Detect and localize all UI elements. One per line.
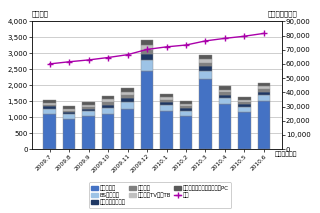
Bar <box>141 71 153 149</box>
Bar <box>238 102 251 104</box>
Bar <box>258 92 270 95</box>
Bar <box>219 86 231 89</box>
Bar <box>160 97 173 100</box>
Bar <box>102 96 115 99</box>
Text: （累計・千台）: （累計・千台） <box>268 10 298 17</box>
Bar <box>199 55 212 59</box>
Bar <box>219 92 231 95</box>
Bar <box>102 99 115 102</box>
Bar <box>82 105 95 107</box>
Bar <box>121 95 134 98</box>
Bar <box>43 114 56 149</box>
Bar <box>180 104 192 106</box>
Bar <box>180 101 192 104</box>
Bar <box>63 119 76 149</box>
Text: （千台）: （千台） <box>32 10 49 17</box>
Bar <box>82 102 95 105</box>
Bar <box>63 109 76 111</box>
Bar <box>102 108 115 114</box>
Bar <box>141 50 153 54</box>
Bar <box>219 89 231 92</box>
Bar <box>102 114 115 149</box>
Bar <box>63 112 76 114</box>
Bar <box>219 95 231 98</box>
Bar <box>102 102 115 105</box>
Legend: 薄型テレビ, BSレコーダ, デジタルレコーダ, チューナ, ケーブルTV録画TB, 地上デジタルチューナ内蔵PC, 累計: 薄型テレビ, BSレコーダ, デジタルレコーダ, チューナ, ケーブルTV録画T… <box>89 182 231 208</box>
Bar <box>219 104 231 149</box>
Bar <box>238 97 251 100</box>
Bar <box>82 111 95 115</box>
Bar <box>141 54 153 60</box>
Bar <box>160 100 173 102</box>
Bar <box>43 109 56 114</box>
Bar <box>238 112 251 149</box>
Bar <box>238 104 251 107</box>
Bar <box>180 111 192 115</box>
Bar <box>43 105 56 106</box>
Bar <box>258 89 270 92</box>
Bar <box>82 107 95 109</box>
Bar <box>82 109 95 111</box>
Bar <box>121 88 134 92</box>
Bar <box>199 63 212 66</box>
Bar <box>43 106 56 109</box>
Text: （単位：円）: （単位：円） <box>275 151 298 157</box>
Bar <box>258 86 270 89</box>
Bar <box>82 115 95 149</box>
Bar <box>160 105 173 111</box>
Bar <box>238 100 251 102</box>
Bar <box>141 40 153 45</box>
Bar <box>160 111 173 149</box>
Bar <box>102 105 115 108</box>
Bar <box>199 71 212 79</box>
Bar <box>238 107 251 112</box>
Bar <box>63 114 76 119</box>
Bar <box>121 102 134 109</box>
Bar <box>180 106 192 108</box>
Bar <box>258 95 270 101</box>
Bar <box>63 106 76 109</box>
Bar <box>160 94 173 97</box>
Bar <box>219 98 231 104</box>
Bar <box>199 79 212 149</box>
Bar <box>63 111 76 112</box>
Bar <box>43 103 56 105</box>
Bar <box>43 100 56 103</box>
Bar <box>258 83 270 86</box>
Bar <box>258 101 270 149</box>
Bar <box>121 98 134 102</box>
Bar <box>199 59 212 63</box>
Bar <box>121 109 134 149</box>
Bar <box>199 66 212 71</box>
Bar <box>141 60 153 71</box>
Bar <box>180 115 192 149</box>
Bar <box>160 102 173 105</box>
Bar <box>141 45 153 50</box>
Bar <box>180 108 192 111</box>
Bar <box>121 92 134 95</box>
